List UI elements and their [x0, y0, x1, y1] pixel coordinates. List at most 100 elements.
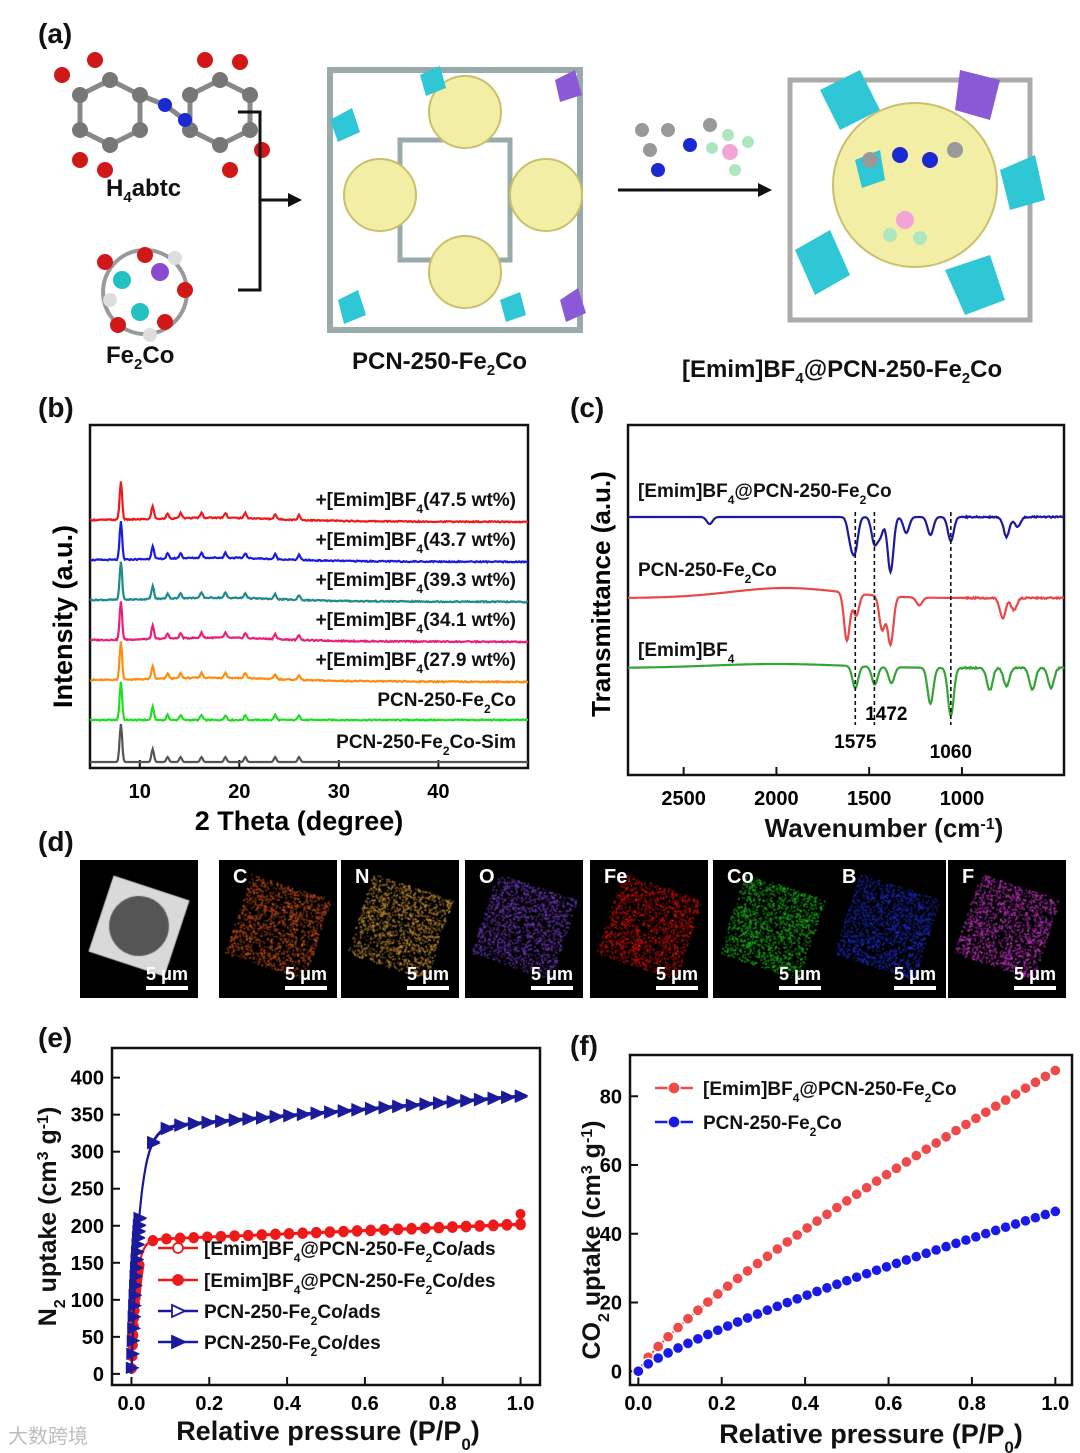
isotherm-point — [731, 1272, 744, 1285]
isotherm-point — [351, 1102, 365, 1116]
isotherm-point — [711, 1287, 724, 1301]
y-tick-label: 20 — [600, 1293, 622, 1315]
isotherm-point — [419, 1222, 431, 1233]
isotherm-point — [337, 1104, 352, 1117]
isotherm-point — [202, 1231, 213, 1242]
isotherm-point — [939, 1130, 953, 1143]
isotherm-point — [187, 1116, 202, 1130]
y-tick-label: 40 — [600, 1224, 622, 1246]
legend-label: [Emim]BF4@PCN-250-Fe2Co — [703, 1079, 957, 1105]
eds-element-label: O — [479, 866, 495, 888]
series-label: +[Emim]BF4(39.3 wt%) — [316, 570, 516, 596]
isotherm-point — [127, 1322, 141, 1335]
isotherm-point — [501, 1218, 513, 1230]
isotherm-point — [128, 1299, 142, 1312]
isotherm-point — [661, 1346, 675, 1360]
legend-label: [Emim]BF4@PCN-250-Fe2Co/des — [204, 1271, 496, 1297]
legend-label: [Emim]BF4@PCN-250-Fe2Co/ads — [204, 1239, 496, 1265]
isotherm-point — [133, 1211, 148, 1224]
isotherm-point — [671, 1341, 685, 1355]
eds-map-tile: O 5 μm — [465, 860, 583, 998]
x-tick-label: 1.0 — [1041, 1393, 1069, 1415]
eds-map-tile: C 5 μm — [219, 860, 337, 998]
isotherm-point — [515, 1208, 526, 1219]
x-tick-label: 0.2 — [708, 1393, 736, 1415]
y-axis-label: CO2 uptake (cm3 g-1) — [578, 1120, 613, 1359]
isotherm-point — [229, 1230, 240, 1241]
isotherm-point — [761, 1250, 774, 1263]
legend-marker — [667, 1115, 681, 1129]
cluster-model — [97, 247, 193, 342]
isotherm-point — [174, 1118, 188, 1131]
xrd-series-line — [90, 723, 528, 764]
isotherm-point — [820, 1208, 834, 1221]
y-tick-label: 60 — [600, 1155, 622, 1177]
scale-bar: 5 μm — [145, 964, 188, 990]
x-axis-label: Relative pressure (P/P0) — [719, 1419, 1023, 1453]
plot-frame — [628, 1053, 1074, 1387]
isotherm-point — [201, 1115, 216, 1128]
isotherm-point — [771, 1242, 784, 1256]
isotherm-point — [474, 1219, 485, 1231]
isotherm-point — [691, 1304, 705, 1317]
y-tick-label: 0 — [611, 1361, 622, 1383]
cluster-label: Fe2Co — [106, 342, 175, 373]
panel-c-letter: (c) — [570, 392, 605, 423]
ftir-series-line — [628, 586, 1065, 648]
isotherm-point — [920, 1143, 933, 1156]
x-tick-label: 0.4 — [791, 1393, 820, 1415]
legend-marker — [172, 1274, 184, 1286]
isotherm-point — [999, 1094, 1012, 1107]
plot-frame — [626, 423, 1066, 777]
x-tick-label: 0.8 — [958, 1393, 986, 1415]
isotherm-point — [460, 1220, 472, 1232]
series-label: PCN-250-Fe2Co-Sim — [336, 732, 516, 758]
eds-map-image — [713, 860, 831, 998]
isotherm-point — [324, 1105, 338, 1118]
eds-element-label: N — [355, 866, 370, 888]
isotherm-point — [741, 1264, 754, 1278]
isotherm-point — [830, 1201, 844, 1214]
xrd-chart: 10 20 30 40 2 Theta (degree) Intensity (a.u.)… — [48, 423, 530, 836]
isotherm-point — [910, 1149, 923, 1162]
x-tick-label: 40 — [427, 781, 449, 803]
isotherm-point — [127, 1310, 142, 1323]
scale-bar: 5 μm — [778, 964, 821, 990]
isotherm-point — [488, 1219, 499, 1230]
xrd-series-line — [89, 641, 529, 685]
isotherm-point — [632, 1365, 645, 1378]
y-tick-label: 350 — [71, 1105, 104, 1127]
isotherm-point — [446, 1094, 461, 1108]
panel-f-letter: (f) — [570, 1030, 598, 1061]
isotherm-point — [671, 1321, 685, 1334]
y-tick-label: 200 — [71, 1216, 104, 1238]
isotherm-point — [126, 1347, 140, 1360]
isotherm-point — [701, 1295, 714, 1309]
co2-isotherm-chart: 0.0 0.2 0.4 0.6 0.8 1.0 0 20 40 60 80 Relative pres… — [578, 1053, 1074, 1453]
xrd-series-line — [89, 521, 529, 564]
eds-element-label: B — [842, 866, 857, 888]
ionic-liquid-molecule — [635, 118, 754, 177]
isotherm-point — [691, 1332, 705, 1345]
mof-label: PCN-250-Fe2Co — [352, 348, 528, 379]
eds-map-tile: N 5 μm — [341, 860, 459, 998]
panel-a-illustration — [54, 52, 1045, 342]
isotherm-point — [1019, 1082, 1032, 1095]
isotherm-point — [840, 1194, 853, 1208]
x-tick-label: 0.0 — [118, 1393, 146, 1415]
isotherm-point — [242, 1229, 254, 1241]
merge-bracket — [238, 110, 292, 292]
isotherm-point — [1009, 1088, 1022, 1101]
isotherm-point — [130, 1261, 144, 1274]
isotherm-point — [791, 1228, 804, 1242]
isotherm-point — [311, 1226, 322, 1238]
isotherm-point — [487, 1091, 502, 1104]
eds-map-image — [590, 860, 708, 998]
ftir-series-line — [628, 514, 1065, 576]
arrow-head-1 — [288, 193, 302, 207]
series-label: PCN-250-Fe2Co — [377, 690, 516, 716]
composite-label: [Emim]BF4@PCN-250-Fe2Co — [682, 356, 1003, 387]
band-marker-label: 1472 — [865, 704, 907, 725]
isotherm-point — [215, 1114, 229, 1127]
isotherm-point — [215, 1230, 227, 1242]
